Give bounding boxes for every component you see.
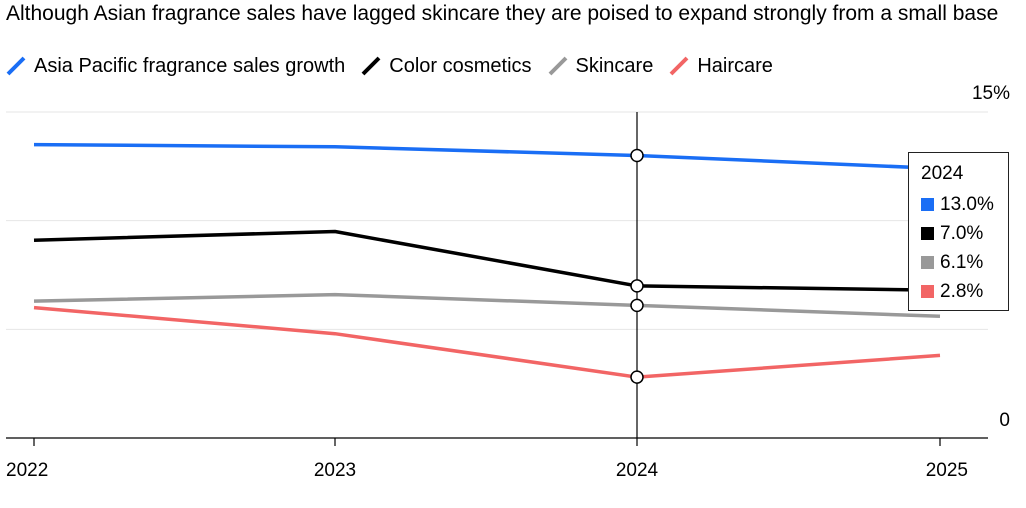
series-line-0 (33, 142, 941, 171)
legend-label-skincare: Skincare (575, 54, 654, 77)
legend-swatch-color-cosmetics (361, 56, 381, 76)
tooltip-swatch-haircare (921, 285, 934, 298)
series-line-2 (33, 292, 941, 319)
series-line-1 (33, 229, 941, 292)
tooltip-swatch-fragrance (921, 198, 934, 211)
tooltip-row-skincare: 6.1% (921, 248, 1008, 277)
tooltip-swatch-color-cosmetics (921, 227, 934, 240)
x-tick-label: 2022 (6, 460, 48, 481)
highlight-marker-2 (630, 298, 644, 313)
chart-legend: Asia Pacific fragrance sales growth Colo… (6, 53, 789, 79)
y-tick-label: 0 (999, 410, 1010, 431)
tooltip-row-fragrance: 13.0% (921, 190, 1008, 219)
legend-item-color-cosmetics[interactable]: Color cosmetics (361, 54, 532, 78)
legend-label-color-cosmetics: Color cosmetics (389, 54, 532, 77)
legend-label-fragrance: Asia Pacific fragrance sales growth (34, 54, 346, 77)
x-tick-label: 2025 (926, 460, 968, 481)
legend-swatch-fragrance (6, 56, 26, 76)
legend-swatch-skincare (548, 56, 567, 76)
legend-label-haircare: Haircare (697, 54, 773, 77)
legend-item-fragrance[interactable]: Asia Pacific fragrance sales growth (6, 55, 345, 78)
x-tick-label: 2024 (616, 460, 659, 481)
tooltip-value-color-cosmetics: 7.0% (940, 223, 984, 244)
tooltip-value-haircare: 2.8% (940, 281, 984, 302)
tooltip-title: 2024 (921, 163, 964, 184)
x-tick-label: 2023 (314, 460, 356, 481)
tooltip-value-fragrance: 13.0% (940, 194, 994, 215)
tooltip-swatch-skincare (921, 256, 934, 269)
tooltip-value-skincare: 6.1% (940, 252, 984, 273)
tooltip-row-haircare: 2.8% (921, 277, 1008, 306)
highlight-marker-0 (630, 148, 644, 163)
chart-title: Although Asian fragrance sales have lagg… (6, 2, 999, 25)
legend-swatch-haircare (669, 56, 689, 76)
hover-tooltip: 2024 13.0% 7.0% 6.1% 2.8% (908, 152, 1009, 311)
tooltip-row-color-cosmetics: 7.0% (921, 219, 1008, 248)
series-line-3 (33, 305, 941, 379)
legend-item-haircare[interactable]: Haircare (669, 55, 773, 78)
highlight-marker-3 (630, 370, 644, 384)
highlight-marker-1 (630, 279, 644, 293)
legend-item-skincare[interactable]: Skincare (548, 54, 654, 78)
y-tick-label: 15% (972, 83, 1010, 104)
